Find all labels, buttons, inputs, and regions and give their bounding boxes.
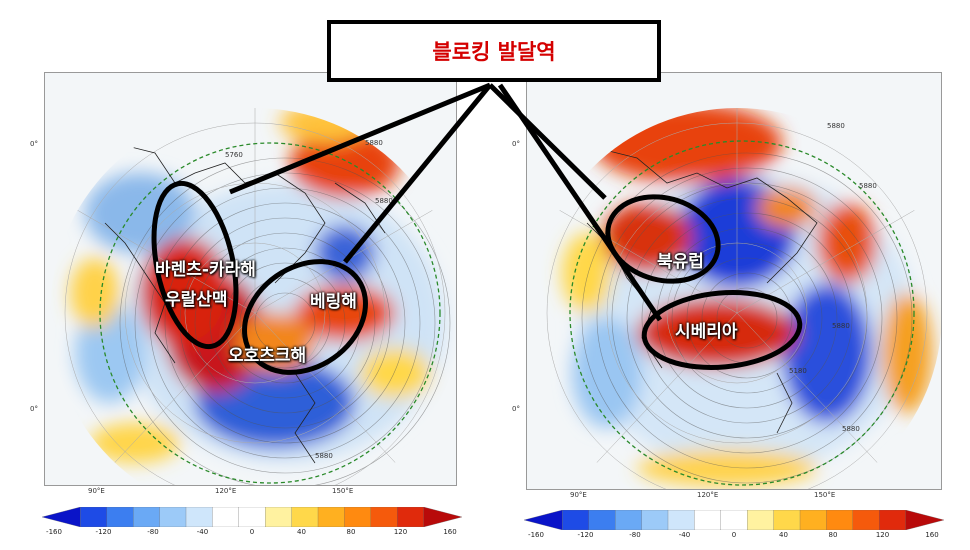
colorbar-tick-label: 160 — [443, 528, 457, 536]
colorbar-swatch — [852, 510, 880, 530]
left-contour-label: 5880 — [315, 452, 333, 460]
left-lat-label: 0° — [30, 405, 38, 413]
colorbar-swatch — [826, 510, 854, 530]
colorbar-swatch — [317, 507, 346, 527]
left-lat-label: 0° — [30, 140, 38, 148]
colorbar-swatch — [80, 507, 108, 527]
label-bering: 베링해 — [310, 292, 357, 312]
colorbar-tick-label: -120 — [577, 531, 594, 539]
colorbar-swatch — [524, 510, 563, 530]
right-map-panel: 5880 5880 5880 5180 5880 — [526, 72, 942, 490]
left-lon-label: 90°E — [88, 487, 105, 495]
label-barents-kara: 바렌츠-카라해 — [155, 260, 256, 280]
colorbar-swatch — [667, 510, 696, 530]
right-lon-label: 90°E — [570, 491, 587, 499]
label-okhotsk: 오호츠크해 — [228, 346, 307, 366]
colorbar-swatch — [344, 507, 372, 527]
colorbar-tick-label: -160 — [528, 531, 544, 539]
label-north-europe: 북유럽 — [657, 252, 704, 272]
colorbar-tick-label: 40 — [779, 531, 788, 539]
colorbar-swatch — [238, 507, 266, 527]
colorbar-tick-label: -160 — [46, 528, 62, 536]
colorbar-tick-label: 80 — [346, 528, 356, 536]
title-box: 블로킹 발달역 — [327, 20, 661, 82]
colorbar-tick-label: -40 — [196, 528, 209, 536]
colorbar-swatch — [694, 510, 722, 530]
right-map-graphic: 5880 5880 5880 5180 5880 — [527, 73, 941, 489]
colorbar-tick-label: 120 — [393, 528, 408, 536]
colorbar-swatch — [905, 510, 944, 530]
colorbar-tick-label: -120 — [95, 528, 112, 536]
colorbar-swatch — [773, 510, 801, 530]
colorbar-swatch — [799, 510, 828, 530]
left-lon-label: 120°E — [215, 487, 237, 495]
colorbar-tick-label: -40 — [678, 531, 691, 539]
colorbar-swatch — [106, 507, 134, 527]
left-colorbar-ticks: -160 -120 -80 -40 0 40 80 120 160 — [42, 528, 462, 540]
right-lat-label: 0° — [512, 140, 520, 148]
colorbar-swatch — [588, 510, 616, 530]
colorbar-tick-label: -80 — [147, 528, 159, 536]
right-colorbar — [524, 510, 944, 530]
left-contour-label: 5760 — [225, 151, 243, 159]
colorbar-swatch — [747, 510, 775, 530]
colorbar-swatch — [615, 510, 643, 530]
right-contour-label: 5880 — [827, 122, 845, 130]
right-colorbar-ticks: -160 -120 -80 -40 0 40 80 120 160 — [524, 531, 944, 543]
colorbar-swatch — [185, 507, 214, 527]
right-contour-label: 5180 — [789, 367, 807, 375]
left-lon-label: 150°E — [332, 487, 354, 495]
colorbar-swatch — [133, 507, 161, 527]
right-contour-label: 5880 — [842, 425, 860, 433]
colorbar-tick-label: 120 — [875, 531, 890, 539]
colorbar-swatch — [212, 507, 240, 527]
right-lon-label: 150°E — [814, 491, 836, 499]
colorbar-tick-label: 160 — [925, 531, 939, 539]
colorbar-swatch — [291, 507, 319, 527]
colorbar-swatch — [720, 510, 748, 530]
right-lon-label: 120°E — [697, 491, 719, 499]
colorbar-tick-label: 0 — [731, 531, 737, 539]
left-contour-label: 5880 — [375, 197, 393, 205]
colorbar-swatch — [641, 510, 669, 530]
colorbar-swatch — [159, 507, 187, 527]
colorbar-swatch — [562, 510, 590, 530]
colorbar-swatch — [42, 507, 81, 527]
colorbar-tick-label: -80 — [629, 531, 641, 539]
label-ural: 우랄산맥 — [165, 290, 228, 310]
right-contour-label: 5880 — [832, 322, 850, 330]
colorbar-tick-label: 40 — [297, 528, 306, 536]
right-lat-label: 0° — [512, 405, 520, 413]
left-contour-label: 5880 — [365, 139, 383, 147]
colorbar-tick-label: 80 — [828, 531, 838, 539]
colorbar-swatch — [265, 507, 293, 527]
left-colorbar — [42, 507, 462, 527]
colorbar-swatch — [879, 510, 907, 530]
colorbar-swatch — [423, 507, 462, 527]
title-text: 블로킹 발달역 — [432, 40, 556, 64]
colorbar-swatch — [370, 507, 398, 527]
right-contour-label: 5880 — [859, 182, 877, 190]
colorbar-swatch — [397, 507, 425, 527]
colorbar-tick-label: 0 — [249, 528, 255, 536]
label-siberia: 시베리아 — [675, 322, 738, 342]
